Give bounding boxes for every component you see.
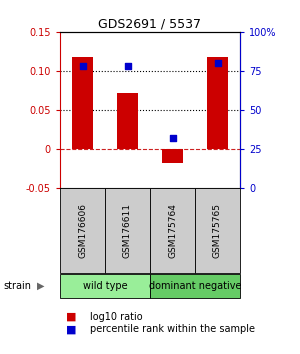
Text: GSM175765: GSM175765 xyxy=(213,202,222,258)
Bar xyxy=(207,57,228,149)
Text: GSM176606: GSM176606 xyxy=(78,202,87,258)
Bar xyxy=(195,188,240,273)
Text: wild type: wild type xyxy=(83,281,127,291)
Text: GSM176611: GSM176611 xyxy=(123,202,132,258)
Bar xyxy=(150,188,195,273)
Point xyxy=(215,60,220,66)
Bar xyxy=(117,93,138,149)
Text: log10 ratio: log10 ratio xyxy=(90,312,142,322)
Text: strain: strain xyxy=(3,281,31,291)
Bar xyxy=(150,274,240,298)
Text: ■: ■ xyxy=(66,312,76,322)
Text: ■: ■ xyxy=(66,324,76,334)
Text: GSM175764: GSM175764 xyxy=(168,202,177,258)
Text: percentile rank within the sample: percentile rank within the sample xyxy=(90,324,255,334)
Bar xyxy=(162,149,183,163)
Point xyxy=(170,135,175,141)
Point xyxy=(125,63,130,69)
Point xyxy=(80,63,85,69)
Bar xyxy=(60,188,105,273)
Bar xyxy=(60,274,150,298)
Bar xyxy=(105,188,150,273)
Title: GDS2691 / 5537: GDS2691 / 5537 xyxy=(98,18,202,31)
Bar xyxy=(72,57,93,149)
Text: ▶: ▶ xyxy=(37,281,44,291)
Text: dominant negative: dominant negative xyxy=(149,281,241,291)
